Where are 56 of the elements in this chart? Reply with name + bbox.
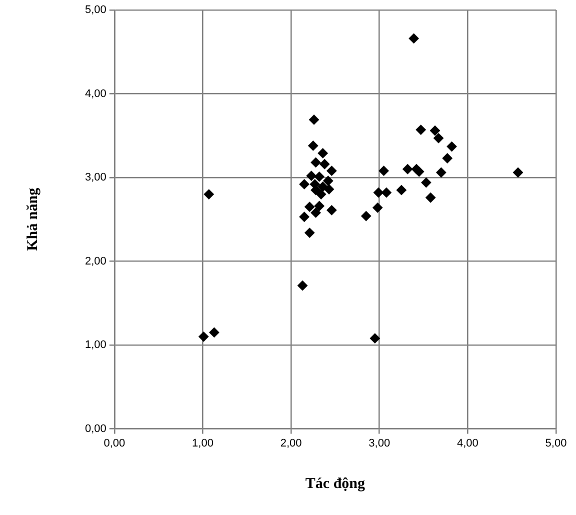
point xyxy=(320,159,330,170)
point xyxy=(314,172,324,182)
point xyxy=(446,142,457,152)
point xyxy=(310,157,321,168)
x-tick-label: 0,00 xyxy=(104,437,126,450)
point xyxy=(306,170,316,181)
point xyxy=(198,332,209,342)
point xyxy=(430,126,440,136)
x-tick-label: 3,00 xyxy=(368,437,390,450)
point xyxy=(314,201,324,211)
point xyxy=(416,124,426,135)
point xyxy=(373,188,384,198)
point xyxy=(370,333,380,344)
point xyxy=(372,202,383,213)
point xyxy=(323,176,334,186)
point xyxy=(298,280,308,291)
point xyxy=(442,153,452,164)
point xyxy=(326,166,337,176)
point xyxy=(209,327,220,338)
point xyxy=(324,184,334,194)
point xyxy=(396,185,406,196)
point xyxy=(309,114,320,125)
point xyxy=(204,189,214,200)
point xyxy=(434,133,444,144)
x-tick-label: 4,00 xyxy=(456,437,478,450)
y-tick-label: 4,00 xyxy=(84,88,106,100)
point xyxy=(304,228,315,238)
point xyxy=(318,148,328,158)
point xyxy=(381,188,392,198)
point xyxy=(310,185,321,196)
point xyxy=(299,179,310,190)
x-axis-title: Tác động xyxy=(305,476,366,492)
point xyxy=(308,140,318,151)
x-tick-label: 1,00 xyxy=(192,437,214,450)
point xyxy=(316,189,326,200)
point xyxy=(299,212,310,222)
point xyxy=(408,33,419,44)
point xyxy=(436,167,446,178)
point xyxy=(326,205,337,216)
y-tick-label: 5,00 xyxy=(84,4,106,16)
point xyxy=(304,202,315,212)
point xyxy=(414,166,424,177)
point xyxy=(513,167,524,178)
x-tick-label: 5,00 xyxy=(545,437,567,450)
y-tick-label: 0,00 xyxy=(84,422,106,435)
point xyxy=(402,164,413,174)
point xyxy=(361,211,372,222)
point xyxy=(426,192,436,203)
y-tick-label: 2,00 xyxy=(84,255,106,268)
x-tick-label: 2,00 xyxy=(280,437,302,450)
point xyxy=(378,166,389,176)
y-axis-title: Khả năng xyxy=(24,187,41,251)
point xyxy=(421,178,432,188)
point xyxy=(310,208,321,218)
y-tick-label: 3,00 xyxy=(84,172,106,184)
y-tick-label: 1,00 xyxy=(84,339,106,352)
